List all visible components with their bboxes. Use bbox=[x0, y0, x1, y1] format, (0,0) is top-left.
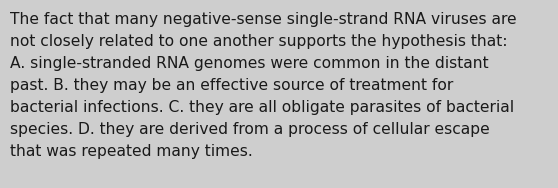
Text: past. B. they may be an effective source of treatment for: past. B. they may be an effective source… bbox=[10, 78, 453, 93]
Text: that was repeated many times.: that was repeated many times. bbox=[10, 144, 253, 159]
Text: A. single-stranded RNA genomes were common in the distant: A. single-stranded RNA genomes were comm… bbox=[10, 56, 489, 71]
Text: species. D. they are derived from a process of cellular escape: species. D. they are derived from a proc… bbox=[10, 122, 490, 137]
Text: bacterial infections. C. they are all obligate parasites of bacterial: bacterial infections. C. they are all ob… bbox=[10, 100, 514, 115]
Text: The fact that many negative-sense single-strand RNA viruses are: The fact that many negative-sense single… bbox=[10, 12, 517, 27]
Text: not closely related to one another supports the hypothesis that:: not closely related to one another suppo… bbox=[10, 34, 507, 49]
